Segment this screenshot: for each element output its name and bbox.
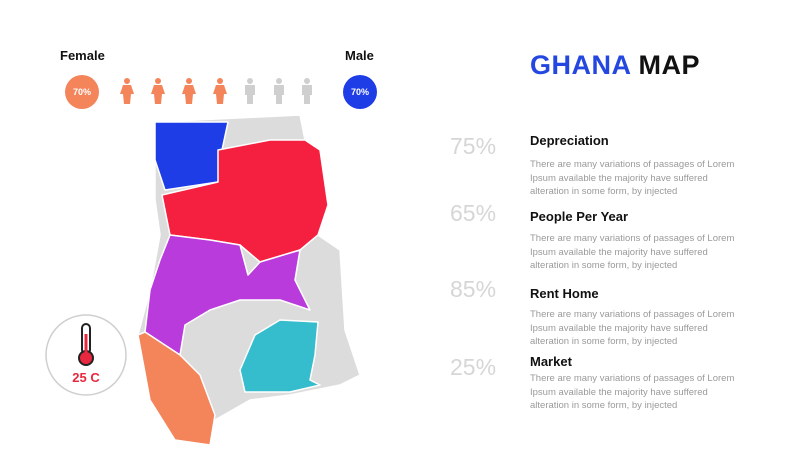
title-highlight: GHANA [530,50,631,80]
item-text: There are many variations of passages of… [530,159,735,197]
title-rest: MAP [638,50,701,80]
male-badge: 70% [343,75,377,109]
item-heading: People Per Year [530,209,629,224]
temperature: 25 C [72,370,100,385]
people-icons [120,78,312,104]
item-heading: Market [530,354,572,369]
title: GHANA MAP [530,50,700,81]
item-percent: 85% [450,276,497,302]
map-graphic [45,78,361,446]
item-percent: 25% [450,354,497,380]
male-label: Male [345,48,374,63]
item-heading: Rent Home [530,286,599,301]
item-text: There are many variations of passages of… [530,233,735,271]
item-percent: 65% [450,200,497,226]
female-label: Female [60,48,105,63]
thermometer-badge [45,314,127,396]
ghana-map [137,114,361,446]
item-text: There are many variations of passages of… [530,373,735,411]
item-text: There are many variations of passages of… [530,309,735,347]
female-badge: 70% [65,75,99,109]
item-percent: 75% [450,133,497,159]
item-heading: Depreciation [530,133,609,148]
